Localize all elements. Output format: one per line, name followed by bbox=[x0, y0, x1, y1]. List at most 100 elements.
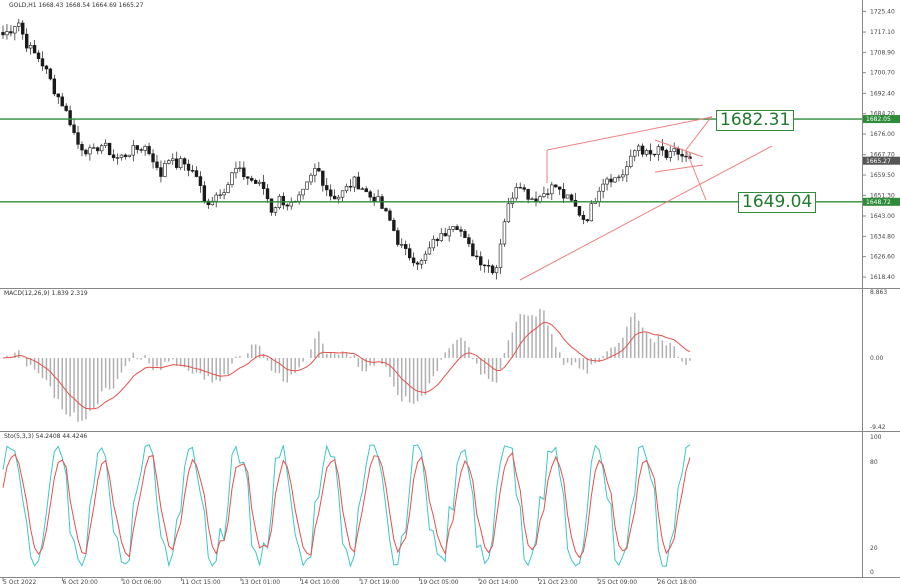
candle-body bbox=[273, 207, 278, 213]
candle-body bbox=[680, 154, 684, 157]
candle-body bbox=[230, 172, 234, 185]
candle-body bbox=[396, 230, 400, 245]
candle-body bbox=[139, 149, 143, 151]
candle-body bbox=[660, 146, 665, 151]
time-tick-label: 13 Oct 01:00 bbox=[241, 579, 280, 585]
candle-body bbox=[400, 244, 404, 246]
candle-body bbox=[585, 219, 590, 222]
candle-body bbox=[506, 203, 511, 223]
candle-body bbox=[427, 247, 432, 255]
candle-body bbox=[589, 203, 593, 222]
candle-body bbox=[577, 206, 582, 216]
candle-body bbox=[1, 32, 5, 36]
candle-body bbox=[44, 65, 49, 70]
candle-body bbox=[289, 202, 293, 207]
candle-body bbox=[246, 176, 250, 179]
candle-body bbox=[175, 158, 179, 168]
main-header: GOLD,H1 1668.43 1668.54 1664.69 1665.27 bbox=[9, 2, 144, 9]
candle-body bbox=[305, 181, 309, 190]
candle-body bbox=[625, 166, 629, 176]
candle-body bbox=[486, 265, 491, 267]
candle-body bbox=[9, 31, 13, 34]
macd-tick-label: 8.863 bbox=[870, 289, 887, 296]
price-tick-label: 1667.70 bbox=[870, 152, 895, 159]
candle-body bbox=[569, 194, 574, 201]
candle-body bbox=[455, 226, 459, 231]
candle-body bbox=[147, 146, 151, 155]
candle-body bbox=[423, 253, 428, 261]
price-tick-label: 1684.20 bbox=[870, 111, 895, 118]
time-tick-label: 19 Oct 05:00 bbox=[420, 579, 459, 585]
candle-body bbox=[652, 153, 657, 156]
candle-body bbox=[234, 168, 238, 174]
candle-body bbox=[159, 167, 163, 177]
candle-body bbox=[475, 255, 479, 258]
candle-body bbox=[60, 96, 64, 107]
macd-signal-line bbox=[2, 321, 691, 410]
price-pane[interactable] bbox=[0, 18, 862, 281]
trend-line bbox=[685, 115, 713, 151]
macd-pane[interactable] bbox=[2, 308, 691, 422]
candle-body bbox=[554, 184, 558, 188]
candle-body bbox=[636, 145, 641, 152]
candle-body bbox=[494, 267, 499, 274]
candle-body bbox=[242, 167, 246, 178]
price-tick-label: 1659.50 bbox=[870, 172, 895, 179]
candle-body bbox=[226, 184, 230, 193]
candle-body bbox=[451, 226, 455, 230]
current-price-tag-bg bbox=[863, 156, 900, 165]
candle-body bbox=[648, 150, 653, 155]
candle-body bbox=[265, 188, 270, 200]
time-tick-label: 17 Oct 19:00 bbox=[360, 579, 399, 585]
candle-body bbox=[518, 187, 522, 189]
candle-body bbox=[364, 188, 368, 193]
price-tick-label: 1717.10 bbox=[870, 29, 895, 36]
candle-body bbox=[392, 219, 396, 231]
candle-body bbox=[573, 200, 578, 207]
candle-body bbox=[668, 151, 672, 158]
candle-body bbox=[281, 195, 286, 206]
candle-body bbox=[222, 192, 226, 196]
candle-body bbox=[36, 52, 41, 59]
candle-body bbox=[329, 189, 333, 197]
candle-body bbox=[581, 214, 586, 220]
candle-body bbox=[605, 178, 609, 185]
candle-body bbox=[479, 256, 483, 266]
candle-body bbox=[526, 189, 530, 200]
candle-body bbox=[13, 26, 17, 34]
candle-body bbox=[380, 196, 384, 209]
candle-body bbox=[186, 163, 191, 171]
candle-body bbox=[384, 208, 388, 212]
candle-body bbox=[40, 58, 45, 67]
candle-body bbox=[656, 146, 661, 155]
trend-line bbox=[546, 116, 713, 151]
trend-line bbox=[685, 149, 707, 201]
candle-body bbox=[360, 188, 364, 190]
price-tick-label: 1676.00 bbox=[870, 131, 895, 138]
candle-body bbox=[151, 153, 155, 163]
candle-body bbox=[443, 233, 447, 237]
candle-body bbox=[352, 176, 357, 188]
candle-body bbox=[613, 177, 617, 183]
candle-body bbox=[597, 190, 601, 202]
candle-body bbox=[218, 194, 222, 196]
stoch-tick-label: 80 bbox=[870, 459, 878, 466]
candle-body bbox=[388, 210, 392, 221]
candle-body bbox=[5, 31, 9, 36]
stochastic-pane[interactable] bbox=[2, 444, 691, 568]
candle-body bbox=[332, 195, 337, 200]
candle-body bbox=[664, 149, 669, 158]
candle-body bbox=[56, 93, 60, 98]
candle-body bbox=[463, 231, 467, 238]
candle-body bbox=[285, 204, 289, 207]
candle-body bbox=[407, 248, 412, 259]
candle-body bbox=[107, 142, 112, 156]
macd-header: MACD(12,26,9) 1.839 2.319 bbox=[4, 290, 88, 297]
support-price-tag: 1648.72 bbox=[866, 199, 891, 206]
time-tick-label: 6 Oct 20:00 bbox=[63, 579, 98, 585]
lower-level-callout: 1649.04 bbox=[738, 192, 817, 213]
candle-body bbox=[546, 193, 550, 195]
time-tick-label: 11 Oct 15:00 bbox=[182, 579, 221, 585]
